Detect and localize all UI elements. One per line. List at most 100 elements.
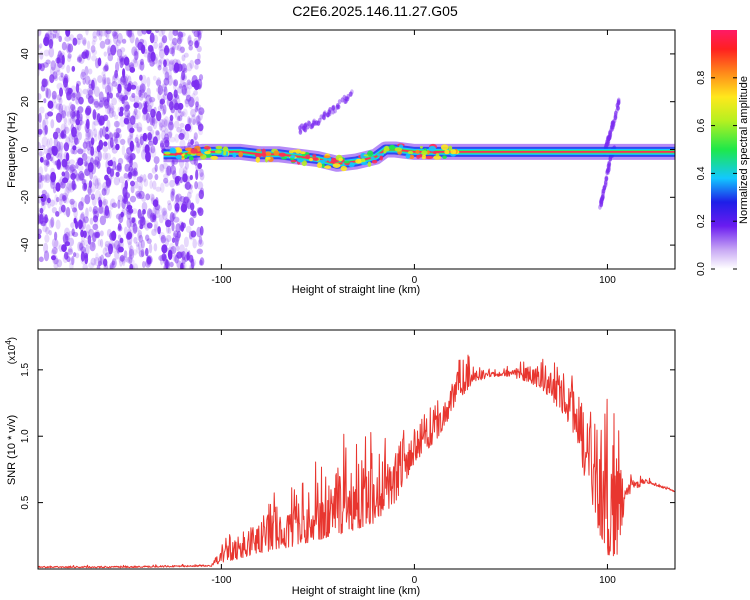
- noise-dot: [48, 146, 53, 157]
- noise-dot: [43, 250, 50, 262]
- noise-dot: [38, 166, 44, 177]
- noise-dot: [38, 45, 41, 51]
- branch-dot: [321, 114, 325, 120]
- noise-dot: [76, 37, 81, 45]
- noise-dot: [187, 139, 192, 146]
- noise-dot: [54, 149, 60, 158]
- noise-dot: [196, 120, 201, 127]
- noise-dot: [98, 30, 104, 37]
- noise-dot: [169, 59, 175, 65]
- spectrogram-x-tick-label: -100: [211, 275, 231, 286]
- noise-dot: [115, 61, 120, 73]
- noise-dot: [109, 262, 115, 269]
- noise-dot: [145, 94, 152, 105]
- noise-dot: [130, 168, 136, 176]
- noise-dot: [160, 125, 166, 133]
- noise-dot: [47, 111, 54, 117]
- noise-dot: [110, 44, 117, 56]
- noise-dot: [72, 183, 77, 190]
- noise-dot: [91, 237, 95, 248]
- noise-dot: [141, 201, 148, 212]
- noise-dot: [93, 120, 100, 126]
- noise-dot: [183, 73, 187, 80]
- noise-region: [38, 30, 205, 269]
- noise-dot: [88, 79, 94, 86]
- noise-dot: [177, 102, 184, 110]
- noise-dot: [70, 172, 77, 181]
- noise-dot: [190, 202, 195, 211]
- noise-dot: [128, 248, 135, 260]
- noise-dot: [195, 193, 200, 205]
- trace-blob: [261, 148, 266, 154]
- branch-dot: [322, 113, 326, 120]
- trace-blob: [204, 151, 211, 155]
- noise-dot: [93, 159, 99, 166]
- noise-dot: [51, 247, 58, 255]
- noise-dot: [127, 137, 132, 146]
- noise-dot: [86, 188, 93, 194]
- noise-dot: [109, 264, 113, 269]
- noise-dot: [129, 127, 134, 138]
- trace-blob: [425, 155, 434, 160]
- noise-dot: [191, 80, 198, 88]
- noise-dot: [92, 109, 97, 120]
- noise-dot: [57, 50, 63, 62]
- noise-dot: [81, 148, 85, 158]
- noise-dot: [134, 113, 139, 120]
- noise-dot: [146, 222, 153, 229]
- noise-dot: [131, 217, 136, 224]
- trace-blob: [348, 162, 355, 168]
- noise-dot: [139, 224, 144, 230]
- noise-dot: [98, 256, 103, 266]
- noise-dot: [56, 259, 63, 268]
- noise-dot: [114, 250, 120, 260]
- noise-dot: [117, 194, 124, 202]
- noise-dot: [93, 100, 100, 108]
- noise-dot: [146, 76, 151, 88]
- noise-dot: [180, 262, 184, 269]
- trace-blob: [440, 144, 449, 151]
- noise-dot: [180, 77, 185, 88]
- snr-panel: -100 0 100 0.5 1.0 1.5 Height of straight lin…: [4, 329, 676, 597]
- noise-dot: [77, 106, 84, 114]
- noise-dot: [158, 42, 163, 49]
- noise-dot: [152, 117, 159, 124]
- noise-dot: [184, 161, 189, 170]
- noise-dot: [64, 105, 71, 117]
- noise-dot: [197, 162, 203, 170]
- noise-dot: [142, 173, 147, 183]
- branch-dot: [599, 202, 604, 208]
- noise-dot: [38, 151, 45, 157]
- noise-dot: [165, 167, 170, 176]
- noise-dot: [111, 202, 118, 208]
- noise-dot: [98, 91, 104, 102]
- noise-dot: [193, 132, 198, 141]
- noise-dot: [168, 62, 174, 72]
- snr-x-tick-label: -100: [211, 575, 231, 586]
- noise-dot: [107, 242, 113, 251]
- noise-dot: [92, 232, 97, 243]
- noise-dot: [147, 172, 153, 180]
- noise-dot: [195, 115, 200, 126]
- trace-blob: [210, 155, 219, 160]
- spectrogram-y-tick-label: 20: [20, 96, 31, 108]
- noise-dot: [125, 104, 131, 110]
- branch-dot: [307, 121, 312, 127]
- noise-dot: [102, 65, 109, 72]
- noise-dot: [167, 249, 173, 260]
- noise-dot: [81, 178, 86, 185]
- noise-dot: [104, 64, 109, 72]
- noise-dot: [195, 162, 201, 172]
- noise-dot: [125, 64, 131, 72]
- noise-dot: [94, 189, 101, 200]
- noise-dot: [163, 59, 167, 67]
- noise-dot: [79, 213, 85, 225]
- noise-dot: [137, 229, 143, 239]
- noise-dot: [84, 239, 88, 247]
- noise-dot: [128, 254, 133, 264]
- noise-dot: [83, 160, 88, 167]
- noise-dot: [105, 84, 112, 96]
- noise-dot: [182, 108, 188, 118]
- noise-dot: [142, 261, 146, 268]
- noise-dot: [86, 140, 91, 151]
